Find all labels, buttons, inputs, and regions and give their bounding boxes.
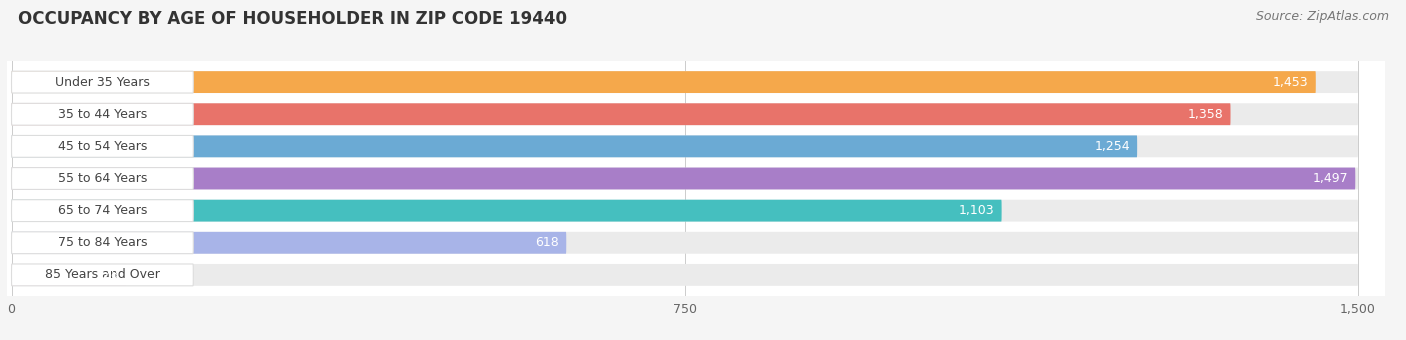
- FancyBboxPatch shape: [11, 200, 193, 222]
- FancyBboxPatch shape: [11, 135, 193, 157]
- Text: 85 Years and Over: 85 Years and Over: [45, 268, 160, 282]
- Text: 35 to 44 Years: 35 to 44 Years: [58, 108, 148, 121]
- Text: Under 35 Years: Under 35 Years: [55, 75, 150, 89]
- Text: 1,103: 1,103: [959, 204, 994, 217]
- Text: 618: 618: [536, 236, 560, 249]
- FancyBboxPatch shape: [11, 200, 1001, 222]
- FancyBboxPatch shape: [11, 135, 1358, 157]
- FancyBboxPatch shape: [11, 135, 1137, 157]
- FancyBboxPatch shape: [11, 232, 1358, 254]
- Text: 55 to 64 Years: 55 to 64 Years: [58, 172, 148, 185]
- Text: OCCUPANCY BY AGE OF HOUSEHOLDER IN ZIP CODE 19440: OCCUPANCY BY AGE OF HOUSEHOLDER IN ZIP C…: [18, 10, 567, 28]
- FancyBboxPatch shape: [11, 103, 1230, 125]
- Text: 45 to 54 Years: 45 to 54 Years: [58, 140, 148, 153]
- Text: 1,497: 1,497: [1312, 172, 1348, 185]
- FancyBboxPatch shape: [11, 264, 193, 286]
- FancyBboxPatch shape: [11, 71, 1358, 93]
- Text: 1,254: 1,254: [1094, 140, 1130, 153]
- FancyBboxPatch shape: [11, 232, 193, 254]
- FancyBboxPatch shape: [11, 264, 1358, 286]
- FancyBboxPatch shape: [11, 168, 193, 189]
- Text: 1,453: 1,453: [1272, 75, 1309, 89]
- FancyBboxPatch shape: [11, 103, 193, 125]
- FancyBboxPatch shape: [11, 264, 127, 286]
- FancyBboxPatch shape: [11, 232, 567, 254]
- FancyBboxPatch shape: [11, 71, 193, 93]
- FancyBboxPatch shape: [11, 103, 1358, 125]
- FancyBboxPatch shape: [11, 168, 1358, 189]
- FancyBboxPatch shape: [11, 168, 1355, 189]
- Text: 65 to 74 Years: 65 to 74 Years: [58, 204, 148, 217]
- Text: 75 to 84 Years: 75 to 84 Years: [58, 236, 148, 249]
- FancyBboxPatch shape: [11, 71, 1316, 93]
- Text: 1,358: 1,358: [1188, 108, 1223, 121]
- Text: 128: 128: [96, 268, 120, 282]
- Text: Source: ZipAtlas.com: Source: ZipAtlas.com: [1256, 10, 1389, 23]
- FancyBboxPatch shape: [11, 200, 1358, 222]
